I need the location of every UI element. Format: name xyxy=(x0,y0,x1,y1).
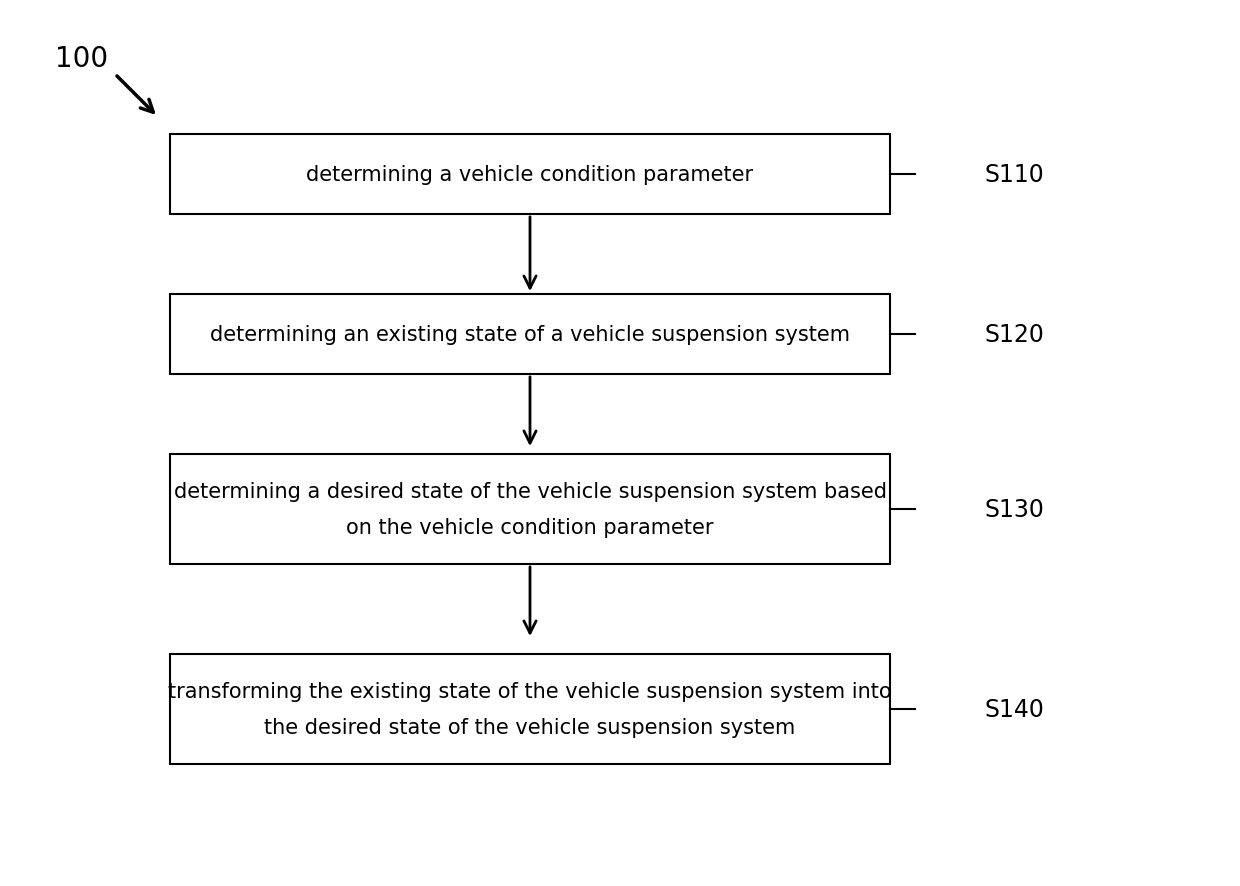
Text: S130: S130 xyxy=(985,497,1045,522)
Text: determining a vehicle condition parameter: determining a vehicle condition paramete… xyxy=(306,165,754,185)
Bar xyxy=(170,654,890,764)
Text: determining an existing state of a vehicle suspension system: determining an existing state of a vehic… xyxy=(210,324,849,345)
Bar xyxy=(170,295,890,375)
Text: the desired state of the vehicle suspension system: the desired state of the vehicle suspens… xyxy=(264,717,796,737)
Text: 100: 100 xyxy=(55,45,108,73)
Text: determining a desired state of the vehicle suspension system based: determining a desired state of the vehic… xyxy=(174,481,887,501)
Text: S140: S140 xyxy=(985,697,1045,721)
Text: transforming the existing state of the vehicle suspension system into: transforming the existing state of the v… xyxy=(169,681,892,701)
Text: S110: S110 xyxy=(985,163,1045,187)
Bar xyxy=(170,455,890,564)
Text: on the vehicle condition parameter: on the vehicle condition parameter xyxy=(346,517,714,538)
Bar xyxy=(170,135,890,214)
Text: S120: S120 xyxy=(985,323,1045,346)
